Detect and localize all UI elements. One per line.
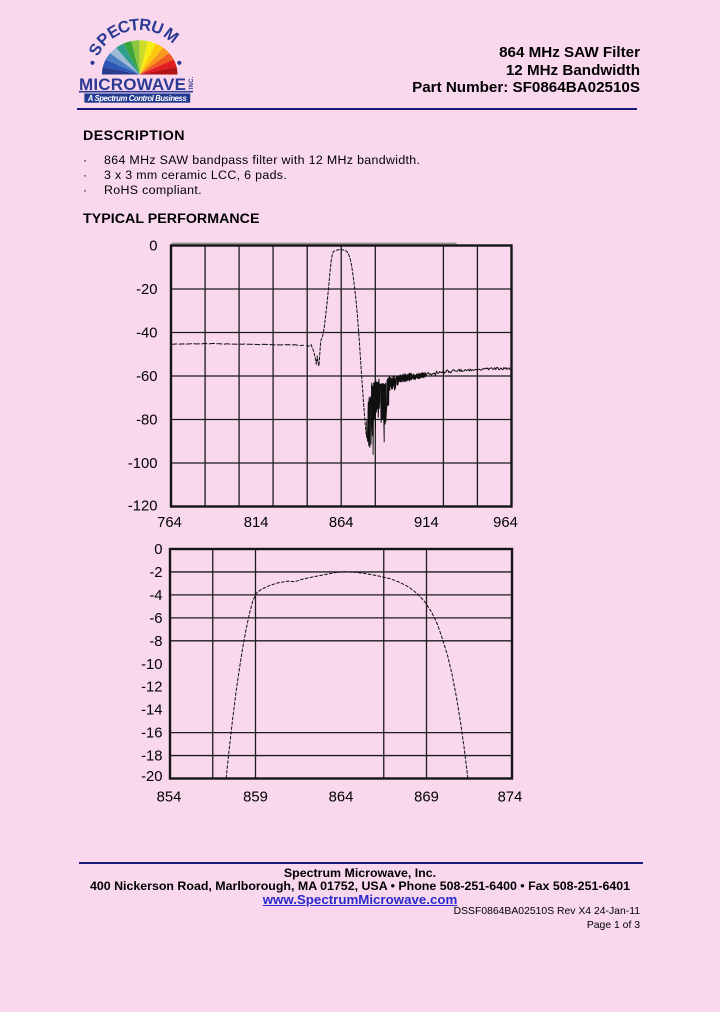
svg-text:MICROWAVE: MICROWAVE xyxy=(79,75,186,94)
svg-text:-120: -120 xyxy=(128,499,158,515)
svg-text:-12: -12 xyxy=(141,680,162,696)
svg-text:INC.: INC. xyxy=(189,76,195,89)
svg-text:864: 864 xyxy=(329,515,354,531)
svg-text:T: T xyxy=(128,16,140,35)
svg-text:869: 869 xyxy=(414,790,439,806)
svg-text:0: 0 xyxy=(149,239,157,255)
svg-text:-80: -80 xyxy=(136,413,157,429)
svg-text:U: U xyxy=(149,18,166,39)
svg-text:859: 859 xyxy=(243,790,268,806)
svg-text:-2: -2 xyxy=(149,565,162,581)
svg-text:A Spectrum Control Business: A Spectrum Control Business xyxy=(87,94,188,103)
svg-text:964: 964 xyxy=(493,515,518,531)
svg-text:C: C xyxy=(116,17,133,38)
svg-text:-18: -18 xyxy=(141,749,162,765)
svg-text:914: 914 xyxy=(414,515,439,531)
svg-text:-40: -40 xyxy=(136,326,157,342)
svg-text:-14: -14 xyxy=(141,703,162,719)
svg-text:814: 814 xyxy=(244,515,269,531)
svg-text:0: 0 xyxy=(154,542,162,558)
svg-text:-20: -20 xyxy=(141,769,162,785)
svg-text:874: 874 xyxy=(498,790,523,806)
svg-text:-60: -60 xyxy=(136,369,157,385)
svg-text:854: 854 xyxy=(157,790,182,806)
svg-text:-8: -8 xyxy=(149,634,162,650)
svg-text:764: 764 xyxy=(157,515,182,531)
svg-text:-10: -10 xyxy=(141,657,162,673)
svg-text:R: R xyxy=(138,16,152,35)
svg-text:-6: -6 xyxy=(149,611,162,627)
svg-text:-100: -100 xyxy=(128,456,158,472)
svg-text:-4: -4 xyxy=(149,588,162,604)
svg-text:-16: -16 xyxy=(141,726,162,742)
svg-text:-20: -20 xyxy=(136,282,157,298)
svg-text:864: 864 xyxy=(329,790,354,806)
